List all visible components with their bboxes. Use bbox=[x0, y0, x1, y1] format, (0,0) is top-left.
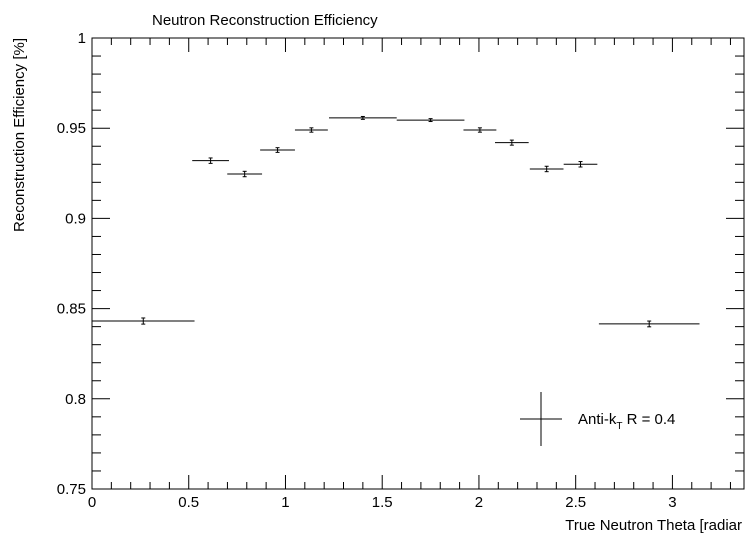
x-axis-label: True Neutron Theta [radiar bbox=[565, 517, 742, 534]
x-tick-label: 1.5 bbox=[372, 494, 393, 511]
x-tick-label: 1 bbox=[281, 494, 289, 511]
legend-label: Anti-kT R = 0.4 bbox=[578, 411, 675, 432]
x-tick-label: 2.5 bbox=[565, 494, 586, 511]
y-tick-label: 0.75 bbox=[57, 481, 86, 498]
y-tick-label: 0.9 bbox=[65, 210, 86, 227]
x-tick-label: 3 bbox=[668, 494, 676, 511]
y-tick-label: 0.8 bbox=[65, 391, 86, 408]
y-axis-label: Reconstruction Efficiency [%] bbox=[11, 38, 28, 232]
y-tick-label: 0.95 bbox=[57, 120, 86, 137]
x-tick-label: 2 bbox=[475, 494, 483, 511]
frame bbox=[91, 37, 745, 490]
chart-title: Neutron Reconstruction Efficiency bbox=[152, 12, 378, 29]
y-tick-label: 0.85 bbox=[57, 301, 86, 318]
x-tick-label: 0.5 bbox=[178, 494, 199, 511]
y-tick-label: 1 bbox=[78, 30, 86, 47]
x-tick-label: 0 bbox=[88, 494, 96, 511]
